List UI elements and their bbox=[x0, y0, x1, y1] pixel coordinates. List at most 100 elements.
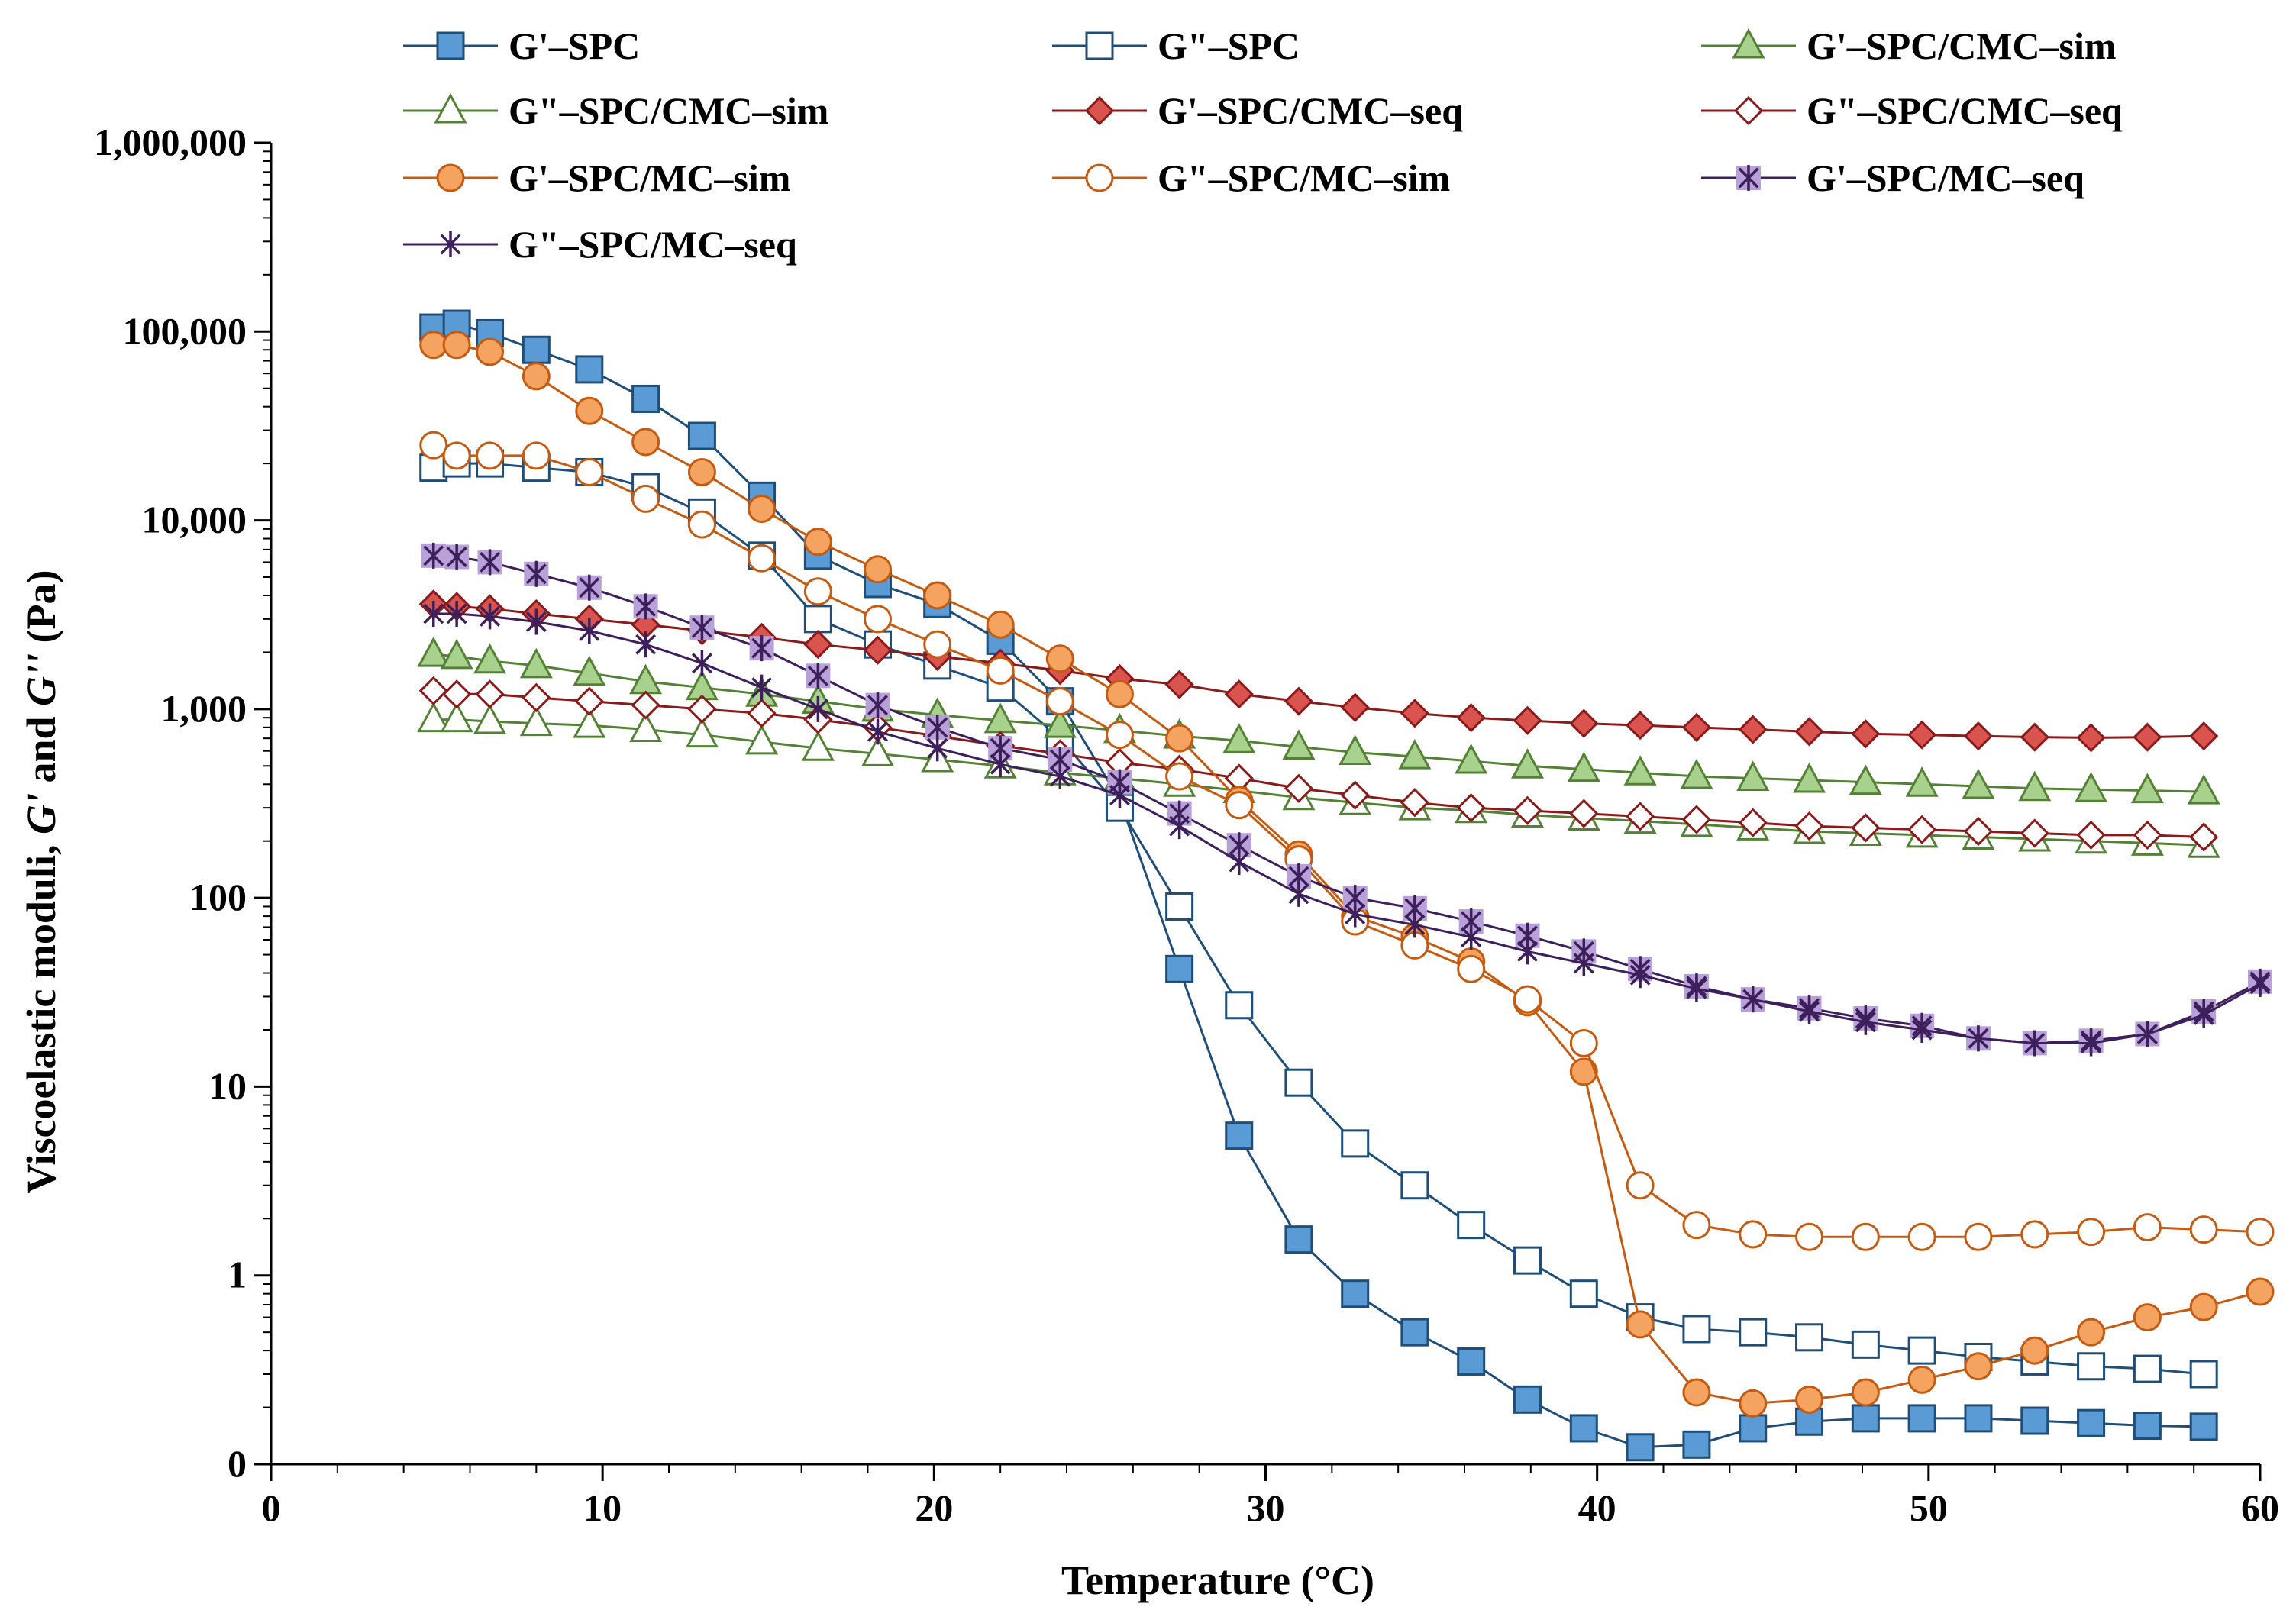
data-point bbox=[2133, 1213, 2162, 1242]
data-point bbox=[629, 711, 663, 743]
data-point bbox=[1907, 1222, 1936, 1251]
data-point bbox=[687, 421, 716, 450]
data-point bbox=[1793, 762, 1826, 793]
y-tick-label: 100,000 bbox=[123, 309, 247, 352]
data-point bbox=[574, 686, 604, 716]
data-point bbox=[440, 638, 473, 670]
data-point bbox=[801, 731, 835, 761]
data-point bbox=[1513, 1246, 1542, 1275]
data-point bbox=[1341, 1279, 1370, 1308]
data-point bbox=[419, 431, 448, 460]
legend-marker bbox=[1085, 163, 1114, 192]
data-point bbox=[1284, 686, 1314, 716]
data-point bbox=[2189, 721, 2219, 751]
x-tick-label: 20 bbox=[915, 1486, 953, 1529]
data-point bbox=[1682, 1315, 1711, 1344]
data-point bbox=[803, 577, 832, 606]
data-point bbox=[803, 605, 832, 634]
data-point bbox=[1799, 999, 1820, 1025]
y-axis-title-and: and bbox=[18, 706, 64, 793]
data-point bbox=[473, 703, 507, 734]
legend-entry: G'–SPC/MC–seq bbox=[1701, 156, 2084, 199]
series-g-spc-mc-sim bbox=[419, 431, 2275, 1251]
data-point bbox=[867, 718, 889, 745]
data-point bbox=[1569, 1028, 1598, 1057]
data-point bbox=[421, 542, 446, 569]
data-point bbox=[807, 695, 828, 722]
data-point bbox=[476, 337, 505, 366]
data-point bbox=[1736, 760, 1770, 791]
data-point bbox=[1738, 808, 1768, 837]
data-point bbox=[1400, 699, 1429, 728]
x-tick-label: 30 bbox=[1247, 1486, 1285, 1529]
data-point bbox=[2018, 770, 2052, 802]
data-point bbox=[1907, 1404, 1936, 1433]
y-tick-label: 10,000 bbox=[142, 499, 247, 541]
legend-entry: G'–SPC/CMC–seq bbox=[1052, 89, 1463, 132]
series-g-spc-mc-seq bbox=[423, 600, 2271, 1057]
data-point bbox=[1109, 782, 1130, 808]
data-point bbox=[1229, 849, 1250, 876]
y-tick-label: 1 bbox=[228, 1254, 247, 1296]
data-point bbox=[575, 355, 604, 384]
data-point bbox=[444, 544, 470, 570]
legend-entry: G"–SPC/CMC–sim bbox=[403, 89, 828, 132]
series-line bbox=[433, 612, 2261, 1044]
data-point bbox=[1905, 766, 1939, 797]
data-point bbox=[2077, 1318, 2106, 1347]
data-point bbox=[1739, 1220, 1768, 1249]
data-point bbox=[2077, 1352, 2106, 1381]
data-point bbox=[803, 528, 832, 557]
data-point bbox=[473, 643, 507, 674]
legend-entry: G"–SPC/MC–sim bbox=[1052, 156, 1450, 199]
data-point bbox=[1625, 802, 1655, 831]
data-point bbox=[687, 510, 716, 539]
data-point bbox=[631, 428, 660, 457]
plot-area bbox=[417, 309, 2275, 1462]
data-point bbox=[1457, 1347, 1486, 1376]
data-point bbox=[1795, 1323, 1824, 1352]
data-point bbox=[1517, 938, 1538, 965]
data-point bbox=[1794, 812, 1824, 841]
data-point bbox=[573, 655, 606, 686]
data-point bbox=[2189, 822, 2219, 852]
legend-label: G'–SPC/CMC–sim bbox=[1807, 24, 2117, 67]
data-point bbox=[1739, 1318, 1768, 1347]
data-point bbox=[2249, 970, 2271, 997]
data-point bbox=[631, 484, 660, 513]
data-point bbox=[1225, 1121, 1254, 1150]
legend-marker bbox=[436, 31, 465, 60]
data-point bbox=[1513, 795, 1542, 825]
series-g-spc bbox=[419, 449, 2218, 1389]
data-point bbox=[1907, 720, 1937, 750]
data-point bbox=[861, 736, 895, 766]
data-point bbox=[1043, 708, 1077, 738]
data-point bbox=[1851, 1330, 1880, 1359]
data-point bbox=[575, 457, 604, 486]
data-point bbox=[1849, 764, 1882, 795]
data-point bbox=[522, 335, 551, 364]
data-point bbox=[423, 600, 444, 627]
legend-entry: G"–SPC/MC–seq bbox=[403, 223, 797, 266]
data-point bbox=[1623, 755, 1657, 786]
data-point bbox=[864, 605, 893, 634]
data-point bbox=[1398, 738, 1432, 770]
data-point bbox=[1964, 1222, 1993, 1251]
data-point bbox=[1224, 679, 1254, 709]
series-g-spc-mc-sim bbox=[419, 331, 2275, 1418]
data-point bbox=[1456, 703, 1486, 733]
data-point bbox=[2187, 773, 2220, 805]
legend-label: G'–SPC/CMC–seq bbox=[1158, 89, 1463, 132]
data-point bbox=[2024, 1030, 2046, 1057]
y-tick-label: 100 bbox=[189, 876, 247, 918]
data-point bbox=[749, 635, 774, 662]
data-point bbox=[1345, 901, 1366, 928]
data-point bbox=[748, 495, 777, 524]
series-line bbox=[433, 322, 2204, 1449]
data-point bbox=[573, 708, 606, 738]
data-point bbox=[1738, 715, 1768, 744]
data-point bbox=[685, 717, 719, 748]
data-point bbox=[579, 618, 600, 644]
legend-label: G'–SPC/MC–sim bbox=[509, 156, 790, 199]
data-point bbox=[1964, 1404, 1993, 1433]
